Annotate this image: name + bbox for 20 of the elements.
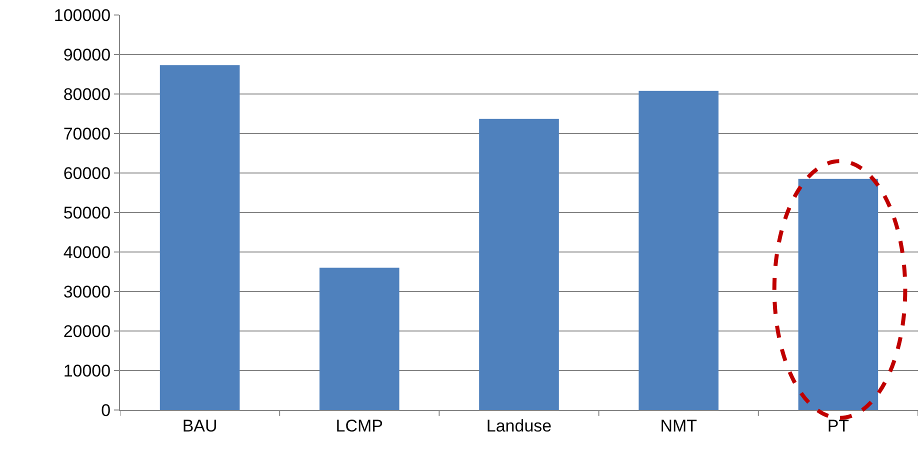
y-tick-label: 70000 bbox=[63, 124, 111, 144]
x-tick-label: Landuse bbox=[486, 416, 552, 436]
bar bbox=[320, 268, 400, 410]
y-tick-label: 60000 bbox=[63, 164, 111, 183]
y-tick-label: 50000 bbox=[63, 203, 111, 222]
y-tick-label: 10000 bbox=[63, 361, 111, 380]
y-tick-label: 30000 bbox=[63, 282, 111, 302]
x-tick-label: LCMP bbox=[336, 416, 384, 436]
y-tick-label: 80000 bbox=[63, 84, 111, 104]
y-tick-label: 0 bbox=[101, 400, 111, 420]
y-tick-label: 90000 bbox=[63, 45, 111, 64]
x-tick-label: BAU bbox=[182, 416, 218, 436]
bar bbox=[479, 118, 559, 410]
y-tick-label: 100000 bbox=[54, 6, 111, 25]
y-tick-label: 40000 bbox=[63, 242, 111, 262]
x-tick-label: NMT bbox=[660, 416, 698, 436]
bar bbox=[638, 90, 718, 410]
x-tick-label: PT bbox=[827, 416, 850, 436]
y-tick-label: 20000 bbox=[63, 322, 111, 341]
bar bbox=[160, 65, 240, 410]
